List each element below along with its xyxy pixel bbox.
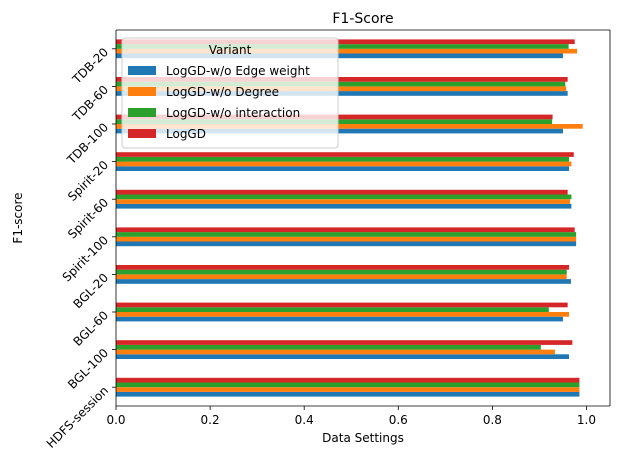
bar-spirit-100-loggd-w-o-degree (116, 236, 577, 242)
bar-spirit-60-loggd-w-o-edge-weight (116, 203, 572, 209)
x-tick-label: 0.0 (106, 413, 125, 427)
bar-bgl-20-loggd-w-o-degree (116, 274, 567, 280)
axes-frame (115, 29, 611, 407)
bar-spirit-60-loggd-w-o-degree (116, 199, 571, 204)
bar-tdb-100-loggd-w-o-edge-weight (116, 128, 563, 134)
x-tick-label: 1.0 (577, 413, 596, 427)
chart-title: F1-Score (332, 11, 393, 27)
bar-hdfs-session-loggd-w-o-interaction (116, 382, 580, 388)
y-tick-label: Spirit-60 (65, 195, 111, 241)
bar-tdb-60-loggd (116, 77, 568, 82)
bar-bgl-100-loggd (116, 340, 573, 345)
bar-spirit-20-loggd-w-o-edge-weight (116, 166, 570, 171)
legend-swatch-loggd-w-o-interaction (128, 108, 156, 117)
bar-bgl-20-loggd (116, 265, 570, 270)
y-tick-label: TDB-20 (69, 45, 111, 87)
bar-bgl-100-loggd-w-o-edge-weight (116, 354, 570, 359)
y-tick-label: BGL-60 (71, 308, 112, 349)
legend-swatch-loggd-w-o-degree (128, 87, 156, 96)
x-tick-label: 0.6 (389, 413, 408, 427)
bar-bgl-20-loggd-w-o-edge-weight (116, 279, 571, 284)
bar-bgl-100-loggd-w-o-degree (116, 349, 555, 355)
x-tick-label: 0.2 (201, 413, 220, 427)
bar-spirit-100-loggd (116, 227, 575, 233)
legend-label-loggd: LogGD (166, 127, 206, 141)
y-axis-ticks: HDFS-sessionBGL-100BGL-60BGL-20Spirit-10… (44, 45, 116, 451)
x-tick-label: 0.8 (483, 413, 502, 427)
legend-swatch-loggd-w-o-edge-weight (128, 66, 156, 75)
y-tick-label: TDB-100 (64, 120, 111, 167)
legend-items: LogGD-w/o Edge weight LogGD-w/o Degree Log… (128, 64, 310, 141)
bar-spirit-60-loggd-w-o-interaction (116, 194, 572, 200)
bar-hdfs-session-loggd (116, 377, 580, 383)
legend: Variant LogGD-w/o Edge weight LogGD-w/o D… (121, 37, 339, 149)
bar-spirit-100-loggd-w-o-edge-weight (116, 241, 577, 247)
bar-spirit-60-loggd (116, 189, 568, 195)
legend-label-loggd-w-o-edge-weight: LogGD-w/o Edge weight (166, 64, 310, 78)
bar-tdb-60-loggd-w-o-degree (116, 86, 567, 92)
bar-hdfs-session-loggd-w-o-edge-weight (116, 391, 580, 397)
bar-bgl-60-loggd (116, 302, 568, 308)
bar-spirit-20-loggd-w-o-degree (116, 161, 572, 167)
bar-tdb-20-loggd-w-o-interaction (116, 44, 569, 49)
bar-bgl-60-loggd-w-o-interaction (116, 307, 549, 312)
legend-label-loggd-w-o-interaction: LogGD-w/o interaction (166, 106, 300, 120)
bar-spirit-100-loggd-w-o-interaction (116, 232, 577, 237)
legend-label-loggd-w-o-degree: LogGD-w/o Degree (166, 85, 279, 99)
y-axis-label: F1-score (11, 192, 25, 243)
y-tick-label: HDFS-session (44, 383, 111, 450)
bar-hdfs-session-loggd-w-o-degree (116, 387, 580, 392)
bar-tdb-60-loggd-w-o-edge-weight (116, 91, 568, 96)
legend-title: Variant (209, 43, 252, 57)
bar-bgl-60-loggd-w-o-degree (116, 312, 570, 317)
bar-tdb-20-loggd-w-o-edge-weight (116, 53, 563, 59)
legend-swatch-loggd (128, 129, 156, 138)
x-axis-label: Data Settings (322, 431, 404, 445)
bar-tdb-100-loggd-w-o-degree (116, 124, 583, 129)
bar-bgl-60-loggd-w-o-edge-weight (116, 316, 563, 322)
bar-tdb-20-loggd (116, 39, 575, 45)
y-tick-label: TDB-60 (69, 83, 111, 125)
legend-frame (121, 37, 339, 149)
y-tick-label: BGL-100 (65, 346, 111, 392)
bar-spirit-20-loggd-w-o-interaction (116, 156, 570, 162)
bar-bgl-100-loggd-w-o-interaction (116, 344, 541, 350)
bar-spirit-20-loggd (116, 152, 574, 157)
bar-tdb-60-loggd-w-o-interaction (116, 81, 566, 87)
x-tick-label: 0.4 (295, 413, 314, 427)
bar-bgl-20-loggd-w-o-interaction (116, 269, 567, 275)
x-axis-ticks: 0.0 0.2 0.4 0.6 0.8 1.0 (106, 406, 596, 427)
bar-tdb-20-loggd-w-o-degree (116, 48, 578, 54)
